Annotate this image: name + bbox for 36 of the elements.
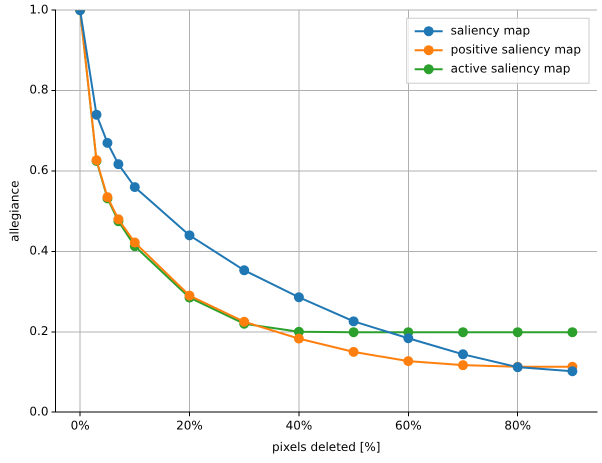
point: [348, 327, 359, 338]
point: [403, 333, 414, 344]
point: [294, 292, 304, 302]
point: [567, 366, 578, 376]
point: [348, 316, 359, 326]
point: [458, 360, 468, 370]
point: [458, 327, 468, 338]
point: [348, 346, 359, 357]
point: [567, 327, 578, 338]
legend-label: positive saliency map: [450, 42, 582, 56]
x-tick-label: 60%: [394, 418, 422, 433]
point: [92, 110, 102, 120]
y-tick-label: 0.0: [29, 404, 48, 418]
x-tick-label: 0%: [70, 418, 90, 433]
point: [184, 230, 194, 240]
point: [403, 356, 414, 366]
point: [294, 334, 304, 344]
x-tick-label: 80%: [504, 418, 532, 433]
y-axis-title: allegiance: [7, 180, 22, 242]
y-tick-label: 0.2: [29, 324, 48, 338]
x-tick-label: 20%: [176, 418, 203, 433]
x-axis-title: pixels deleted [%]: [272, 440, 380, 454]
point: [239, 265, 250, 276]
point: [458, 349, 468, 360]
point: [512, 327, 523, 338]
y-tick-label: 0.6: [29, 163, 48, 178]
legend-label: saliency map: [450, 23, 530, 38]
point: [102, 138, 112, 148]
y-tick-label: 0.8: [29, 82, 48, 97]
x-tick-label: 40%: [286, 418, 312, 433]
point: [130, 238, 140, 248]
y-tick-label: 0.4: [29, 244, 48, 258]
y-tick-label: 1.0: [29, 2, 48, 16]
legend-label: active saliency map: [450, 61, 570, 76]
point: [113, 159, 124, 170]
point: [130, 182, 140, 192]
